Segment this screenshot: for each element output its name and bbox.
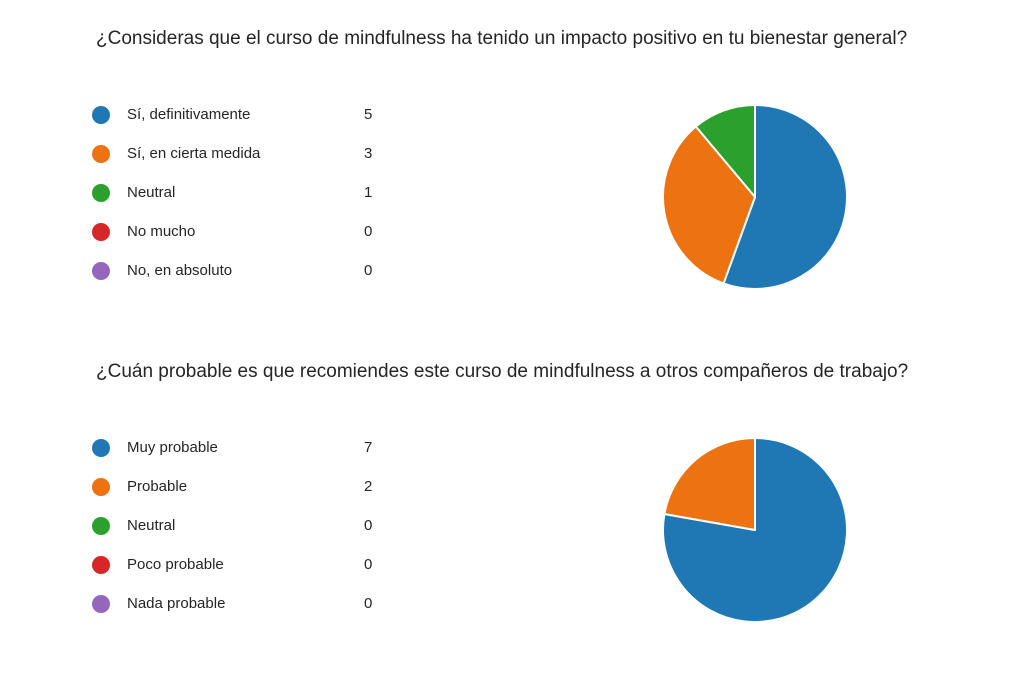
- legend-item: Neutral 1: [92, 182, 392, 221]
- question-2: ¿Cuán probable es que recomiendes este c…: [0, 333, 1024, 673]
- legend-label: Poco probable: [127, 556, 224, 573]
- legend-label: Sí, definitivamente: [127, 106, 251, 123]
- legend-label: Sí, en cierta medida: [127, 145, 261, 162]
- pie-slice: [694, 104, 756, 198]
- question-1: ¿Consideras que el curso de mindfulness …: [92, 28, 908, 299]
- legend-item: No, en absoluto 0: [92, 260, 392, 299]
- chart-title: ¿Cuán probable es que recomiendes este c…: [96, 361, 909, 382]
- pie-slice: [662, 437, 848, 623]
- legend-item: Poco probable 0: [92, 554, 392, 593]
- legend-dot: [92, 517, 110, 535]
- legend-label: No mucho: [127, 223, 196, 240]
- legend-label: Neutral: [127, 184, 176, 201]
- legend-count: 0: [364, 223, 373, 240]
- legend-label: Neutral: [127, 517, 176, 534]
- legend-dot: [92, 439, 110, 457]
- legend-count: 1: [364, 184, 373, 201]
- legend-count: 5: [364, 106, 373, 123]
- legend-dot: [92, 106, 110, 124]
- legend-item: Muy probable 7: [92, 437, 392, 476]
- pie-slice: [662, 125, 756, 285]
- legend-dot: [92, 556, 110, 574]
- legend-dot: [92, 262, 110, 280]
- legend-item: Sí, definitivamente 5: [92, 104, 392, 143]
- legend-item: Nada probable 0: [92, 593, 392, 632]
- legend-item: Probable 2: [92, 476, 392, 515]
- legend-item: No mucho 0: [92, 221, 392, 260]
- legend-dot: [92, 145, 110, 163]
- legend-count: 2: [364, 478, 373, 495]
- legend-dot: [92, 184, 110, 202]
- legend-count: 0: [364, 595, 373, 612]
- legend-count: 0: [364, 556, 373, 573]
- pie-slice: [722, 104, 848, 290]
- pie-chart: [662, 104, 848, 290]
- legend: Muy probable 7 Probable 2 Neutral 0 Poco…: [92, 437, 392, 632]
- legend-label: No, en absoluto: [127, 262, 233, 279]
- legend-count: 3: [364, 145, 373, 162]
- pie-slice: [663, 437, 756, 531]
- legend-item: Sí, en cierta medida 3: [92, 143, 392, 182]
- legend-label: Nada probable: [127, 595, 226, 612]
- legend-count: 7: [364, 439, 373, 456]
- legend-label: Muy probable: [127, 439, 218, 456]
- pie-chart: [662, 437, 848, 623]
- legend-label: Probable: [127, 478, 188, 495]
- chart-title: ¿Consideras que el curso de mindfulness …: [96, 28, 908, 49]
- legend-dot: [92, 223, 110, 241]
- legend-count: 0: [364, 517, 373, 534]
- legend-item: Neutral 0: [92, 515, 392, 554]
- legend-count: 0: [364, 262, 373, 279]
- legend: Sí, definitivamente 5 Sí, en cierta medi…: [92, 104, 392, 299]
- legend-dot: [92, 595, 110, 613]
- legend-dot: [92, 478, 110, 496]
